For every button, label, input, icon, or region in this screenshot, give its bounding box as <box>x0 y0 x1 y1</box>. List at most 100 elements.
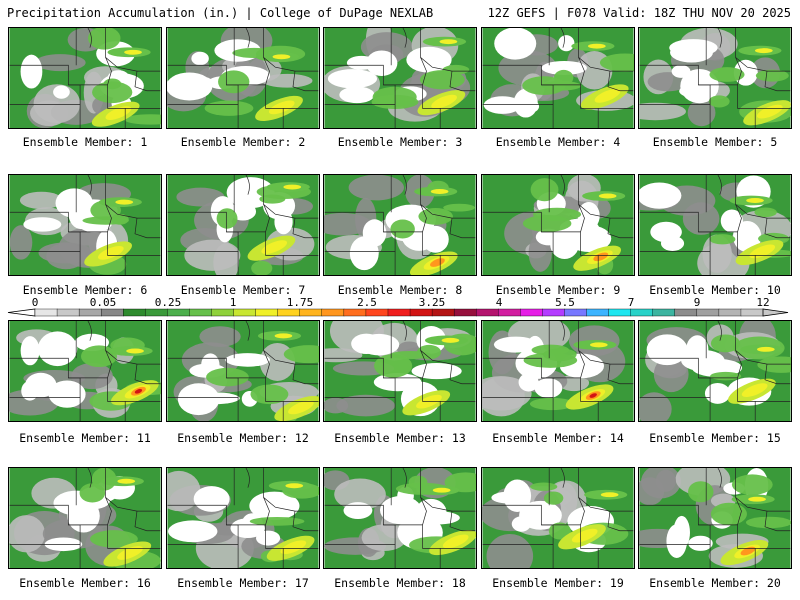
precip-map <box>323 467 477 569</box>
panel-caption: Ensemble Member: 20 <box>649 576 781 590</box>
colorbar-graphic: 0 0.05 0.25 1 1.75 2.5 3.25 4 5.5 7 9 12 <box>7 296 789 317</box>
colorbar-swatch <box>123 308 146 317</box>
precip-map <box>166 320 320 422</box>
ensemble-panel-4 <box>481 27 635 129</box>
colorbar-tick-label: 3.25 <box>419 296 446 309</box>
panel-caption: Ensemble Member: 2 <box>180 135 306 149</box>
colorbar-swatch <box>630 308 654 317</box>
colorbar-swatch <box>189 308 212 317</box>
ensemble-panel-16 <box>8 467 162 569</box>
colorbar-swatch <box>498 308 521 317</box>
ensemble-panel-13 <box>323 320 477 422</box>
precip-map <box>8 467 162 569</box>
colorbar-swatch <box>299 308 323 317</box>
colorbar-swatch <box>343 308 367 317</box>
ensemble-panel-7 <box>166 174 320 276</box>
ensemble-panel-1 <box>8 27 162 129</box>
colorbar-right-arrow <box>762 308 789 317</box>
colorbar-swatch <box>211 308 235 317</box>
precip-map <box>323 320 477 422</box>
ensemble-panel-18 <box>323 467 477 569</box>
precip-map <box>166 174 320 276</box>
ensemble-panel-5 <box>638 27 792 129</box>
ensemble-panel-3 <box>323 27 477 129</box>
colorbar-swatch <box>453 308 477 317</box>
ensemble-panel-6 <box>8 174 162 276</box>
ensemble-panel-14 <box>481 320 635 422</box>
panel-caption: Ensemble Member: 15 <box>649 431 781 445</box>
colorbar-swatch <box>718 308 742 317</box>
colorbar-tick-label: 0 <box>32 296 39 309</box>
colorbar-swatch <box>78 308 102 317</box>
panel-caption: Ensemble Member: 19 <box>492 576 624 590</box>
panel-caption: Ensemble Member: 9 <box>495 283 621 297</box>
precip-map <box>481 27 635 129</box>
precip-map <box>638 27 792 129</box>
colorbar-tick-label: 2.5 <box>357 296 377 309</box>
panel-caption: Ensemble Member: 18 <box>334 576 466 590</box>
colorbar-swatch <box>476 308 499 317</box>
ensemble-panel-8 <box>323 174 477 276</box>
colorbar-swatch <box>652 308 676 317</box>
precip-map <box>166 27 320 129</box>
precip-map <box>166 467 320 569</box>
colorbar-swatch <box>740 308 764 317</box>
ensemble-panel-2 <box>166 27 320 129</box>
colorbar-swatch <box>167 308 190 317</box>
ensemble-panel-20 <box>638 467 792 569</box>
ensemble-panel-11 <box>8 320 162 422</box>
colorbar-swatch <box>520 308 543 317</box>
panel-caption: Ensemble Member: 1 <box>22 135 148 149</box>
header-run-info: 12Z GEFS | F078 Valid: 18Z THU NOV 20 20… <box>487 6 791 20</box>
precip-map <box>481 320 635 422</box>
colorbar-swatch <box>56 308 80 317</box>
colorbar-left-arrow <box>7 308 36 317</box>
ensemble-panel-15 <box>638 320 792 422</box>
colorbar-swatch <box>674 308 698 317</box>
precip-map <box>323 27 477 129</box>
colorbar-tick-label: 12 <box>756 296 769 309</box>
panel-caption: Ensemble Member: 11 <box>19 431 151 445</box>
colorbar-tick-label: 4 <box>496 296 503 309</box>
colorbar-tick-label: 0.25 <box>155 296 182 309</box>
colorbar-swatch <box>431 308 455 317</box>
ensemble-panel-12 <box>166 320 320 422</box>
colorbar-swatch <box>608 308 632 317</box>
colorbar-swatch <box>321 308 345 317</box>
panel-caption: Ensemble Member: 3 <box>337 135 463 149</box>
ensemble-panel-10 <box>638 174 792 276</box>
panel-caption: Ensemble Member: 7 <box>180 283 306 297</box>
colorbar-swatch <box>255 308 279 317</box>
colorbar-swatch <box>233 308 257 317</box>
ensemble-panel-19 <box>481 467 635 569</box>
precip-map <box>638 174 792 276</box>
precip-map <box>8 320 162 422</box>
colorbar-swatch <box>34 308 58 317</box>
panel-caption: Ensemble Member: 6 <box>22 283 148 297</box>
panel-caption: Ensemble Member: 4 <box>495 135 621 149</box>
precip-map <box>323 174 477 276</box>
precip-map <box>8 27 162 129</box>
panel-caption: Ensemble Member: 14 <box>492 431 624 445</box>
colorbar-tick-label: 0.05 <box>90 296 117 309</box>
panel-caption: Ensemble Member: 5 <box>652 135 778 149</box>
colorbar-tick-label: 1.75 <box>287 296 314 309</box>
colorbar-tick-label: 5.5 <box>555 296 575 309</box>
precip-map <box>481 174 635 276</box>
colorbar-swatch <box>696 308 720 317</box>
colorbar-swatch <box>542 308 565 317</box>
precip-map <box>638 320 792 422</box>
colorbar-swatch <box>100 308 124 317</box>
panel-caption: Ensemble Member: 10 <box>649 283 781 297</box>
precip-map <box>481 467 635 569</box>
colorbar-swatch <box>586 308 610 317</box>
colorbar-swatch <box>387 308 411 317</box>
colorbar-tick-label: 1 <box>230 296 237 309</box>
colorbar-swatch <box>564 308 588 317</box>
ensemble-panel-17 <box>166 467 320 569</box>
panel-caption: Ensemble Member: 17 <box>177 576 309 590</box>
colorbar-swatch <box>365 308 389 317</box>
header-title: Precipitation Accumulation (in.) | Colle… <box>7 6 434 20</box>
colorbar-swatch <box>409 308 433 317</box>
